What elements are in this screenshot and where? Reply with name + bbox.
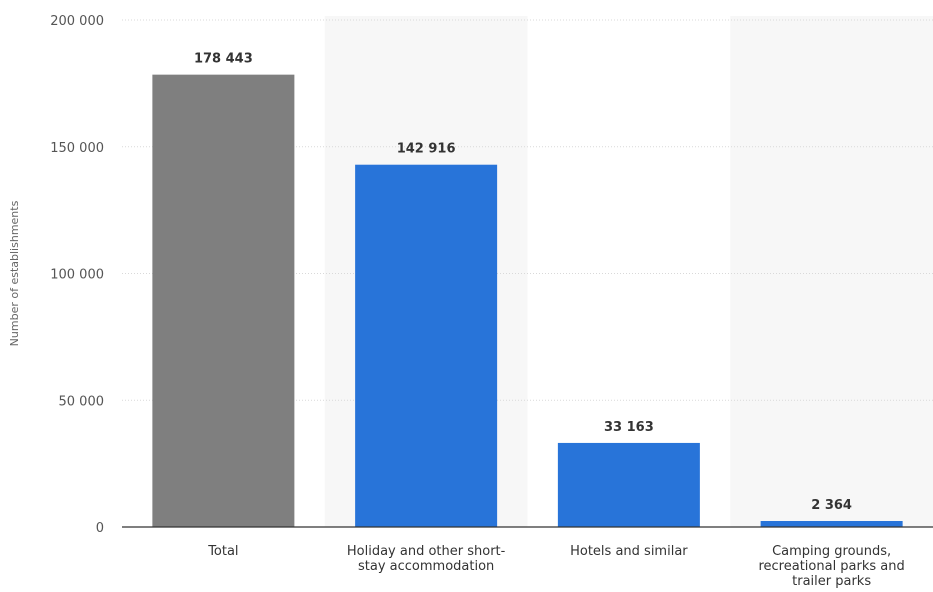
x-tick-label-line: trailer parks — [792, 574, 871, 589]
data-label: 2 364 — [811, 498, 852, 513]
bar — [355, 164, 498, 527]
x-axis-labels: Total Holiday and other short-stay accomm… — [207, 544, 905, 589]
x-tick-label: Total — [207, 544, 238, 559]
x-tick-label: Hotels and similar — [570, 544, 688, 559]
y-tick-label: 150 000 — [50, 141, 104, 156]
x-tick-label: Camping grounds, recreational parks and tr… — [758, 544, 904, 589]
bar — [760, 521, 903, 527]
y-axis-label: Number of establishments — [8, 200, 21, 346]
x-tick-label-line: Holiday and other short- — [347, 544, 506, 559]
y-tick-label: 200 000 — [50, 14, 104, 29]
data-label: 178 443 — [194, 52, 253, 67]
x-tick-label-line: recreational parks and — [758, 559, 904, 574]
bars — [152, 74, 903, 527]
x-tick-label-line: Hotels and similar — [570, 544, 688, 559]
x-tick-label: Holiday and other short-stay accommodati… — [347, 544, 506, 574]
category-band — [730, 16, 933, 527]
y-axis-ticks: 0 50 000 100 000 150 000 200 000 — [50, 14, 104, 536]
x-tick-label-line: Total — [207, 544, 238, 559]
data-label: 33 163 — [604, 420, 654, 435]
x-tick-label-line: Camping grounds, — [772, 544, 891, 559]
y-tick-label: 50 000 — [59, 394, 105, 409]
bar — [152, 74, 295, 527]
x-tick-label-line: stay accommodation — [358, 559, 494, 574]
y-tick-label: 100 000 — [50, 268, 104, 283]
data-label: 142 916 — [397, 142, 456, 157]
bar — [557, 442, 700, 527]
y-tick-label: 0 — [96, 521, 104, 536]
value-labels: 178 443 142 916 33 163 2 364 — [194, 52, 852, 513]
